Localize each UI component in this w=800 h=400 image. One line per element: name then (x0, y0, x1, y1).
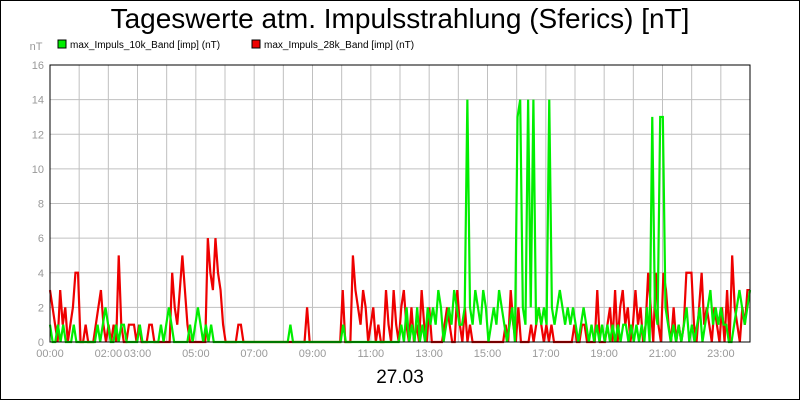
x-tick-label: 21:00 (649, 348, 677, 360)
y-tick-label: 8 (38, 199, 44, 211)
legend-label-10k: max_Impuls_10k_Band [imp] (nT) (70, 40, 220, 51)
y-axis-label: nT (30, 41, 43, 53)
y-tick-label: 14 (32, 95, 44, 107)
series-line-10k (48, 99, 752, 344)
x-tick-label: 02:00 (95, 348, 123, 360)
y-tick-label: 16 (32, 60, 44, 72)
legend-swatch-28k (251, 39, 261, 49)
y-tick-label: 10 (32, 164, 44, 176)
x-tick-label: 17:00 (532, 348, 560, 360)
x-tick-label: 00:00 (36, 348, 64, 360)
x-tick-label: 11:00 (357, 348, 384, 360)
x-tick-label: 23:00 (707, 348, 735, 360)
axis-layer: 0 2 4 6 8 10 12 14 16 00:00 02:00 03:00 05:00 07:00 09… (30, 41, 751, 360)
x-tick-label: 19:00 (590, 348, 618, 360)
x-axis-label: 27.03 (376, 367, 424, 388)
legend-swatch-10k (57, 39, 67, 49)
chart-title: Tageswerte atm. Impulsstrahlung (Sferics… (110, 3, 690, 34)
legend: max_Impuls_10k_Band [imp] (nT) max_Impuls… (57, 39, 414, 51)
plot-border (49, 64, 751, 343)
x-tick-label: 07:00 (240, 348, 268, 360)
x-tick-label: 09:00 (299, 348, 327, 360)
y-tick-label: 0 (38, 337, 44, 349)
x-tick-label: 13:00 (415, 348, 443, 360)
x-tick-label: 03:00 (124, 348, 152, 360)
y-tick-label: 2 (38, 302, 44, 314)
y-tick-label: 12 (32, 129, 44, 141)
x-tick-label: 15:00 (474, 348, 502, 360)
grid-layer (49, 64, 751, 343)
legend-label-28k: max_Impuls_28k_Band [imp] (nT) (264, 40, 414, 51)
y-tick-label: 4 (38, 268, 44, 280)
x-tick-label: 05:00 (182, 348, 210, 360)
y-tick-label: 6 (38, 233, 44, 245)
